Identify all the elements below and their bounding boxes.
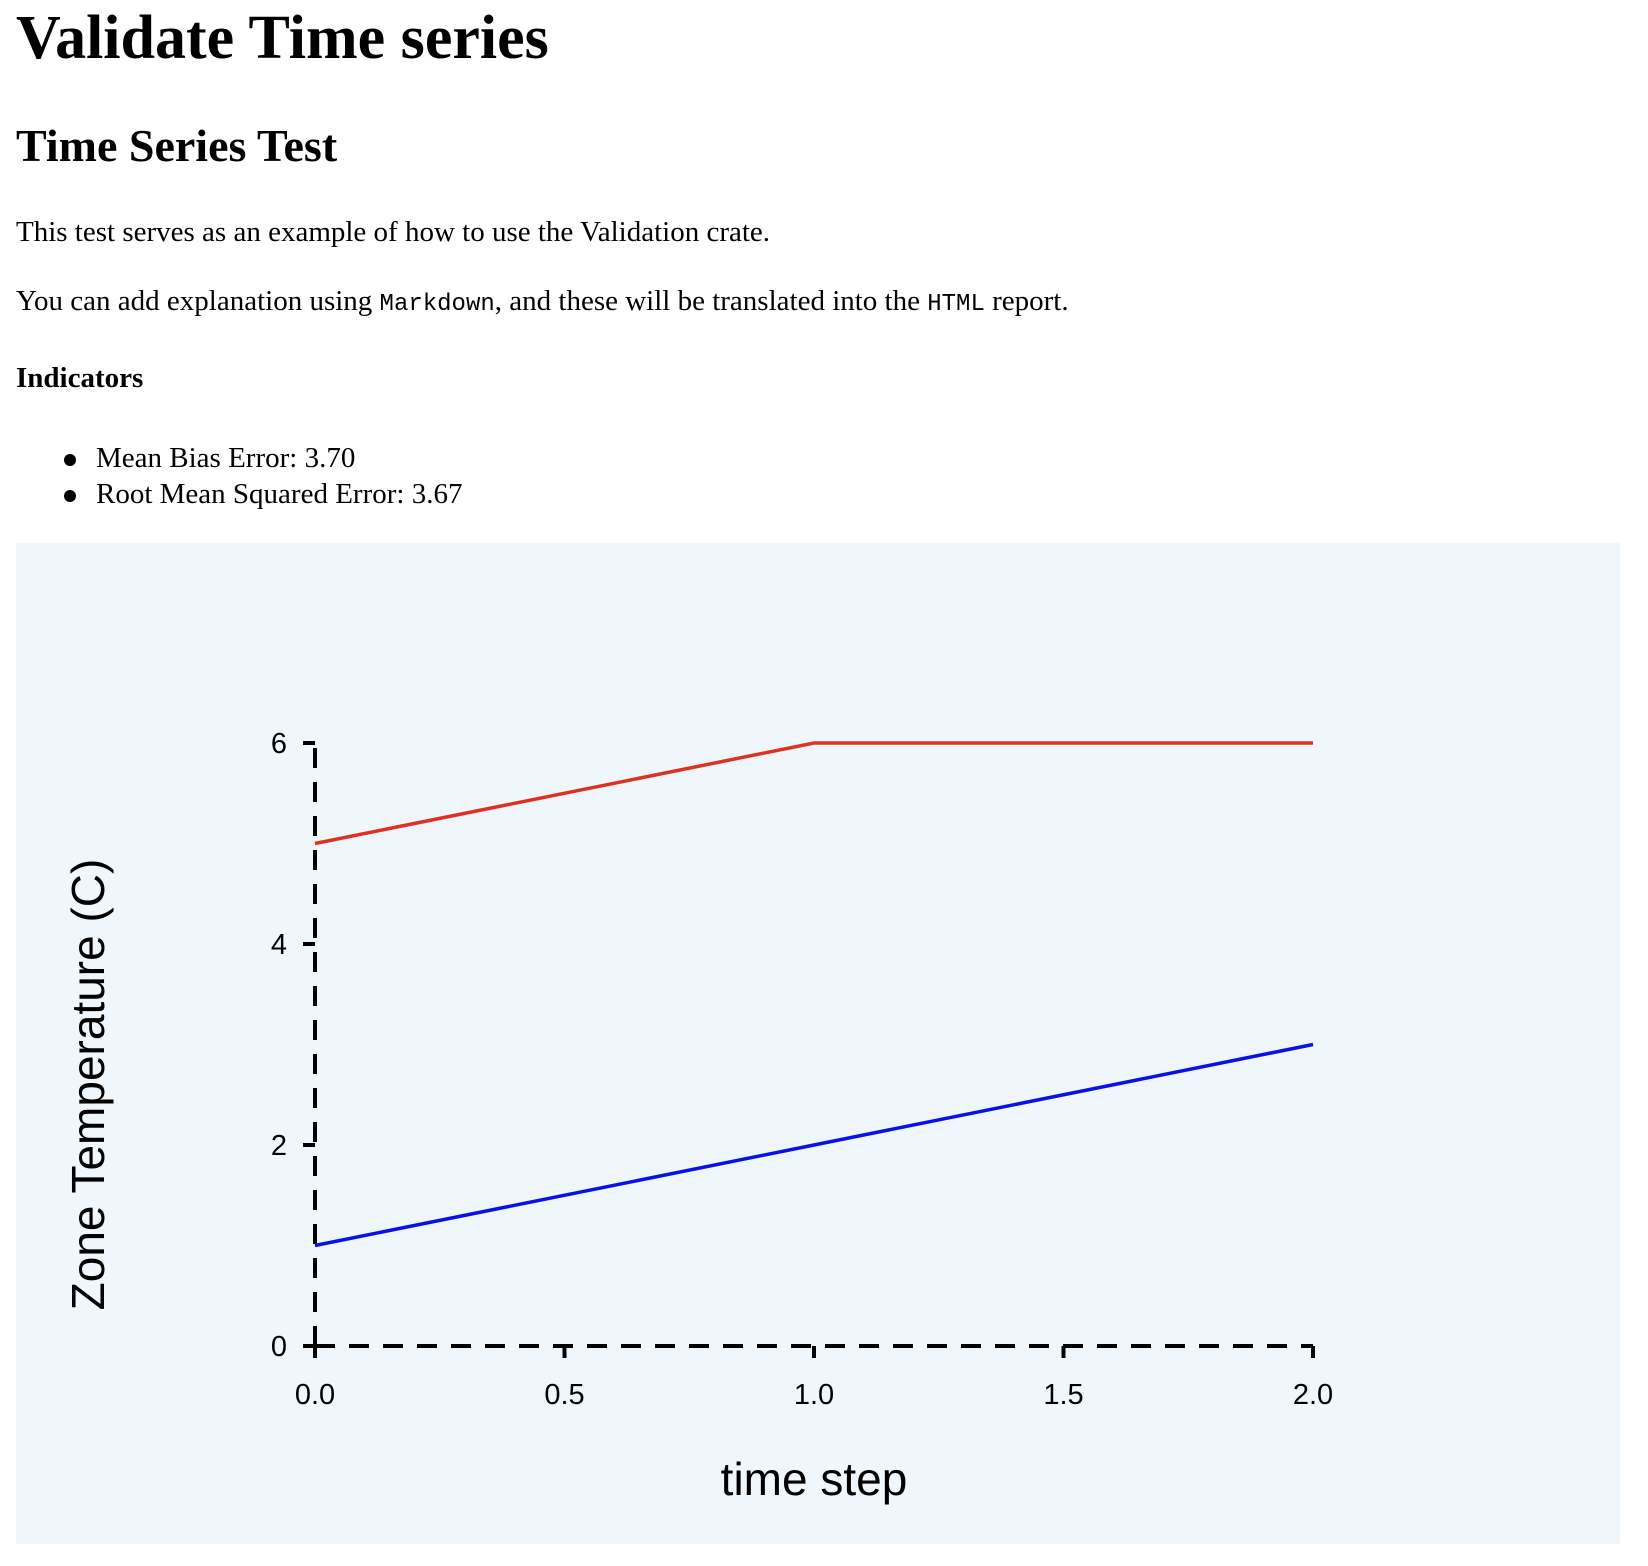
x-tick-label: 1.0 xyxy=(794,1379,834,1411)
x-tick-label: 0.0 xyxy=(295,1379,335,1411)
indicators-list: Mean Bias Error: 3.70 Root Mean Squared … xyxy=(54,440,462,512)
html-code: HTML xyxy=(927,291,985,318)
indicator-item-mean-bias-error: Mean Bias Error: 3.70 xyxy=(54,440,462,476)
indicator-label: Root Mean Squared Error: 3.67 xyxy=(96,478,463,510)
series-line-2 xyxy=(314,1042,1314,1248)
indicators-heading: Indicators xyxy=(16,362,144,394)
explanation-text-before: You can add explanation using xyxy=(16,285,380,317)
x-tick-label: 2.0 xyxy=(1293,1379,1333,1411)
section-title: Time Series Test xyxy=(16,120,338,171)
indicator-label: Mean Bias Error: 3.70 xyxy=(96,442,356,474)
y-tick-label: 4 xyxy=(271,929,287,961)
x-axis-title: time step xyxy=(721,1453,908,1505)
y-tick-label: 0 xyxy=(271,1331,287,1363)
explanation-text-after: report. xyxy=(984,285,1069,317)
page-title: Validate Time series xyxy=(16,4,549,72)
y-axis-title: Zone Temperature (C) xyxy=(62,859,114,1311)
explanation-paragraph: You can add explanation using Markdown, … xyxy=(16,283,1069,323)
x-tick-label: 0.5 xyxy=(544,1379,584,1411)
y-tick-label: 6 xyxy=(271,728,287,760)
markdown-code: Markdown xyxy=(379,291,495,318)
time-series-chart: 0.0 0.5 1.0 1.5 2.0 0 2 4 6 time step Zone Tempera… xyxy=(16,543,1620,1544)
y-tick-label: 2 xyxy=(271,1130,287,1162)
x-tick-label: 1.5 xyxy=(1043,1379,1083,1411)
bullet-icon xyxy=(64,454,76,466)
chart-svg: 0.0 0.5 1.0 1.5 2.0 0 2 4 6 time step Zone Tempera… xyxy=(62,728,1333,1505)
bullet-icon xyxy=(64,490,76,502)
intro-paragraph: This test serves as an example of how to… xyxy=(16,216,771,248)
series-line-1 xyxy=(314,741,1313,846)
explanation-text-middle: , and these will be translated into the xyxy=(494,285,928,317)
indicator-item-rmse: Root Mean Squared Error: 3.67 xyxy=(54,476,462,512)
